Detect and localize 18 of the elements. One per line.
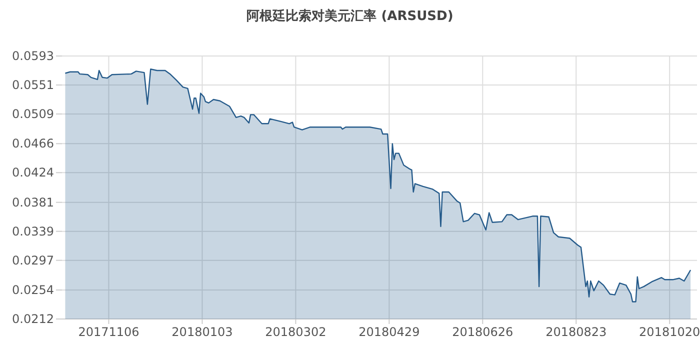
y-tick-label: 0.0509 xyxy=(12,106,54,121)
x-tick-label: 20180429 xyxy=(358,325,420,339)
y-tick-label: 0.0551 xyxy=(12,78,54,92)
y-tick-label: 0.0593 xyxy=(12,49,54,63)
chart-title: 阿根廷比索对美元汇率 (ARSUSD) xyxy=(246,8,454,24)
y-tick-label: 0.0339 xyxy=(12,224,54,238)
y-tick-label: 0.0381 xyxy=(12,195,54,210)
x-tick-label: 20180626 xyxy=(452,325,514,339)
x-tick-label: 20180302 xyxy=(265,325,326,339)
x-tick-label: 20181020 xyxy=(639,325,700,339)
y-tick-label: 0.0212 xyxy=(12,312,54,326)
y-tick-label: 0.0424 xyxy=(12,166,54,180)
y-tick-label: 0.0297 xyxy=(12,253,54,268)
x-tick-label: 20180103 xyxy=(172,325,233,339)
x-tick-label: 20171106 xyxy=(78,325,140,339)
y-tick-label: 0.0254 xyxy=(12,283,54,298)
y-tick-label: 0.0466 xyxy=(12,136,54,151)
x-tick-label: 20180823 xyxy=(546,325,607,339)
